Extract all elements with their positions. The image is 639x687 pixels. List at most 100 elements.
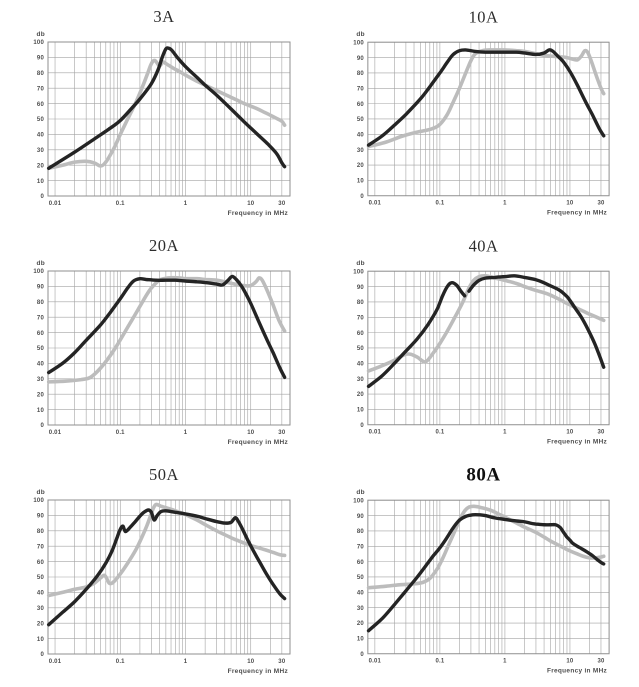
black-curve	[366, 48, 606, 147]
y-tick-label: 0	[360, 652, 364, 658]
x-axis-tick-labels: 0.01 0.1 1 10 30	[369, 201, 605, 207]
x-axis-title: Frequency in MHz	[228, 668, 289, 675]
y-tick-label: 0	[360, 423, 364, 429]
x-axis-tick-labels: 0.01 0.1 1 10 30	[49, 659, 286, 665]
x-tick-label: 0.1	[116, 430, 125, 436]
gray-curve	[366, 504, 606, 590]
chart-title: 50A	[149, 465, 179, 484]
y-tick-label: 0	[360, 194, 364, 200]
x-tick-label: 30	[597, 201, 605, 207]
y-tick-label: 70	[37, 315, 45, 321]
gray-curve	[46, 275, 287, 384]
chart-3a: 100 90 80 70 60 50 40 30 20 10 0 0.01 0.1 1 10 30 db Freq…	[0, 0, 320, 229]
x-axis-title: Frequency in MHz	[547, 439, 607, 446]
y-tick-label: 100	[353, 269, 364, 275]
x-tick-label: 10	[566, 659, 574, 665]
x-tick-label: 30	[278, 659, 286, 665]
y-tick-label: 60	[37, 102, 45, 108]
y-tick-label: 70	[357, 544, 365, 550]
y-tick-label: 80	[357, 300, 365, 306]
x-tick-label: 0.1	[116, 201, 125, 207]
x-axis-tick-labels: 0.01 0.1 1 10 30	[49, 430, 286, 436]
chart-40a: 100 90 80 70 60 50 40 30 20 10 0 0.01 0.1 1 10 30 db Freq…	[320, 229, 639, 458]
chart-title: 3A	[153, 7, 174, 26]
chart-80a: 100 90 80 70 60 50 40 30 20 10 0 0.01 0.1 1 10 30 db Freq…	[320, 458, 639, 687]
y-tick-label: 10	[357, 408, 365, 414]
plot-frame	[367, 499, 610, 655]
y-tick-label: 20	[357, 163, 365, 169]
x-tick-label: 10	[247, 659, 255, 665]
x-axis-tick-labels: 0.01 0.1 1 10 30	[369, 430, 605, 436]
y-tick-label: 20	[37, 163, 45, 169]
chart-title: 10A	[469, 7, 499, 26]
plot-frame	[47, 41, 291, 197]
y-tick-label: 10	[37, 179, 45, 185]
y-tick-label: 100	[33, 40, 44, 46]
black-curve	[47, 508, 287, 627]
y-tick-label: 60	[357, 331, 365, 337]
y-tick-label: 90	[37, 285, 45, 291]
y-axis-title: db	[356, 489, 365, 496]
black-curve	[366, 281, 467, 389]
plot-frame	[47, 499, 291, 655]
chart-50a: 100 90 80 70 60 50 40 30 20 10 0 0.01 0.1 1 10 30 db Freq…	[0, 458, 320, 687]
x-tick-label: 30	[597, 430, 605, 436]
y-tick-label: 50	[357, 575, 365, 581]
y-tick-label: 40	[37, 133, 45, 139]
grid-lines	[367, 41, 610, 197]
x-tick-label: 10	[566, 430, 574, 436]
x-tick-label: 0.1	[435, 430, 444, 436]
y-tick-label: 60	[37, 331, 45, 337]
gray-curve	[46, 502, 287, 598]
gray-curve	[366, 48, 606, 149]
y-axis-title: db	[356, 260, 365, 267]
y-tick-label: 70	[357, 315, 365, 321]
x-axis-tick-labels: 0.01 0.1 1 10 30	[369, 659, 605, 665]
y-tick-label: 80	[37, 300, 45, 306]
y-tick-label: 70	[357, 86, 365, 92]
x-tick-label: 1	[184, 430, 188, 436]
y-tick-label: 50	[357, 346, 365, 352]
y-tick-label: 20	[37, 392, 45, 398]
x-tick-label: 0.01	[369, 201, 382, 207]
y-tick-label: 10	[357, 637, 365, 643]
gray-curve	[366, 273, 606, 373]
x-tick-label: 1	[184, 201, 188, 207]
chart-title: 80A	[466, 464, 500, 485]
grid-lines	[48, 270, 290, 426]
y-tick-label: 0	[40, 652, 44, 658]
y-tick-label: 90	[357, 285, 365, 291]
y-tick-label: 10	[37, 408, 45, 414]
x-tick-label: 30	[597, 659, 605, 665]
y-tick-label: 20	[37, 621, 45, 627]
y-tick-label: 60	[357, 560, 365, 566]
x-axis-title: Frequency in MHz	[547, 210, 607, 217]
y-tick-label: 40	[357, 591, 365, 597]
y-tick-label: 40	[37, 362, 45, 368]
chart-title: 40A	[469, 236, 499, 255]
y-tick-label: 50	[357, 117, 365, 123]
y-tick-label: 90	[37, 56, 45, 62]
y-tick-label: 20	[357, 392, 365, 398]
black-curve	[47, 274, 287, 379]
x-axis-title: Frequency in MHz	[228, 439, 289, 446]
x-axis-title: Frequency in MHz	[547, 668, 607, 675]
y-tick-label: 50	[37, 346, 45, 352]
grid-lines	[367, 270, 610, 426]
x-tick-label: 1	[503, 659, 507, 665]
chart-title: 20A	[149, 236, 179, 255]
y-tick-label: 70	[37, 86, 45, 92]
y-tick-label: 90	[357, 514, 365, 520]
y-tick-label: 40	[37, 591, 45, 597]
y-tick-label: 80	[357, 529, 365, 535]
x-tick-label: 0.1	[435, 659, 444, 665]
